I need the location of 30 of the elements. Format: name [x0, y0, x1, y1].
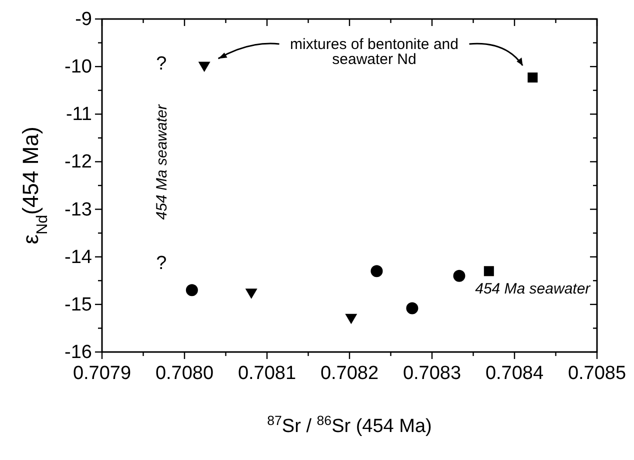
- y-tick-label: -9: [75, 9, 92, 30]
- annotation: ?: [156, 253, 167, 274]
- x-tick-label: 0.7080: [155, 363, 214, 384]
- point: [198, 62, 210, 72]
- y-tick-label: -12: [64, 152, 92, 173]
- annotation: 454 Ma seawater: [475, 280, 592, 298]
- point: [345, 314, 358, 324]
- point: [186, 284, 198, 296]
- point: [528, 72, 538, 83]
- point: [370, 265, 383, 278]
- y-tick-label: -11: [66, 104, 92, 126]
- point: [453, 270, 466, 282]
- y-tick-label: -10: [64, 56, 92, 78]
- x-tick-label: 0.7082: [320, 363, 379, 384]
- x-tick-label: 0.7085: [568, 363, 626, 384]
- x-tick-label: 0.7081: [238, 363, 296, 384]
- annotation: 454 Ma seawater: [153, 104, 170, 220]
- y-tick-label: -13: [64, 199, 92, 220]
- x-tick-label: 0.7079: [72, 363, 132, 384]
- point: [406, 302, 418, 314]
- annotation: ?: [156, 53, 167, 74]
- x-tick-label: 0.7083: [402, 363, 462, 384]
- y-tick-label: -16: [64, 342, 92, 363]
- x-tick-label: 0.7084: [485, 363, 544, 384]
- x-axis-title: $^{87}$Sr / $^{86}$Sr (454 Ma): [267, 412, 432, 437]
- point: [484, 266, 494, 276]
- y-tick-label: -15: [64, 294, 92, 316]
- point: [245, 288, 258, 299]
- y-tick-label: -14: [64, 246, 92, 268]
- annotation: mixtures of bentonite and seawater Nd: [290, 36, 458, 68]
